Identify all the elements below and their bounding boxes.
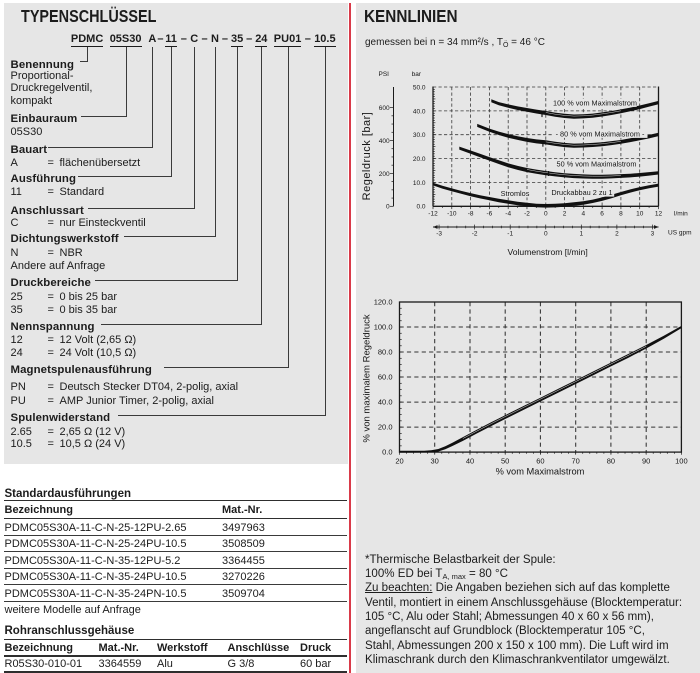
svg-text:8: 8 <box>619 211 623 218</box>
svg-text:100: 100 <box>675 457 688 466</box>
svg-text:30: 30 <box>431 457 439 466</box>
svg-text:20.0: 20.0 <box>378 423 393 432</box>
svg-text:20.0: 20.0 <box>413 156 426 163</box>
svg-text:Volumenstrom [l/min]: Volumenstrom [l/min] <box>507 247 587 257</box>
svg-text:50.0: 50.0 <box>413 84 426 91</box>
svg-text:0: 0 <box>544 211 548 218</box>
svg-text:40.0: 40.0 <box>413 108 426 115</box>
svg-text:200: 200 <box>379 171 390 178</box>
svg-text:30.0: 30.0 <box>413 132 426 139</box>
svg-text:PSI: PSI <box>379 71 390 78</box>
svg-text:600: 600 <box>379 105 390 112</box>
svg-text:Regeldruck [bar]: Regeldruck [bar] <box>361 112 373 201</box>
svg-text:-1: -1 <box>507 231 513 238</box>
svg-text:4: 4 <box>581 211 585 218</box>
svg-text:3: 3 <box>651 231 655 238</box>
svg-text:-8: -8 <box>468 211 474 218</box>
svg-text:60.0: 60.0 <box>378 373 393 382</box>
svg-text:40.0: 40.0 <box>378 398 393 407</box>
svg-text:US gpm: US gpm <box>668 230 691 237</box>
svg-text:bar: bar <box>412 71 422 78</box>
svg-text:2: 2 <box>563 211 567 218</box>
svg-text:% von maximalem Regeldruck: % von maximalem Regeldruck <box>362 314 373 443</box>
svg-text:12: 12 <box>655 211 663 218</box>
svg-text:Druckabbau 2 zu 1: Druckabbau 2 zu 1 <box>551 188 612 197</box>
svg-text:120.0: 120.0 <box>374 298 393 307</box>
svg-text:1: 1 <box>579 231 583 238</box>
svg-text:10: 10 <box>636 211 644 218</box>
svg-text:- 80 % vom Maximalstrom -: - 80 % vom Maximalstrom - <box>556 129 645 138</box>
svg-text:l/min: l/min <box>674 211 688 218</box>
svg-text:0.0: 0.0 <box>382 448 392 457</box>
svg-text:0: 0 <box>544 231 548 238</box>
svg-text:-2: -2 <box>524 211 530 218</box>
svg-text:400: 400 <box>379 138 390 145</box>
svg-text:40: 40 <box>466 457 474 466</box>
svg-text:20: 20 <box>395 457 403 466</box>
svg-text:50: 50 <box>501 457 509 466</box>
svg-text:-6: -6 <box>487 211 493 218</box>
svg-text:70: 70 <box>572 457 580 466</box>
svg-text:2: 2 <box>615 231 619 238</box>
svg-text:80.0: 80.0 <box>378 348 393 357</box>
svg-text:6: 6 <box>600 211 604 218</box>
svg-text:0: 0 <box>386 204 390 211</box>
svg-text:0.0: 0.0 <box>416 204 425 211</box>
svg-text:-2: -2 <box>472 231 478 238</box>
svg-text:60: 60 <box>536 457 544 466</box>
svg-text:-3: -3 <box>436 231 442 238</box>
svg-text:-4: -4 <box>505 211 511 218</box>
svg-text:10.0: 10.0 <box>413 180 426 187</box>
svg-text:% vom Maximalstrom: % vom Maximalstrom <box>496 467 585 477</box>
svg-text:100.0: 100.0 <box>374 323 393 332</box>
svg-text:90: 90 <box>642 457 650 466</box>
svg-text:50 % vom Maximalstrom: 50 % vom Maximalstrom <box>557 159 637 168</box>
svg-text:Stromlos: Stromlos <box>501 189 530 198</box>
svg-text:100 % vom Maximalstrom: 100 % vom Maximalstrom <box>553 98 637 107</box>
svg-text:-12: -12 <box>428 211 438 218</box>
svg-text:80: 80 <box>607 457 615 466</box>
svg-text:-10: -10 <box>447 211 457 218</box>
